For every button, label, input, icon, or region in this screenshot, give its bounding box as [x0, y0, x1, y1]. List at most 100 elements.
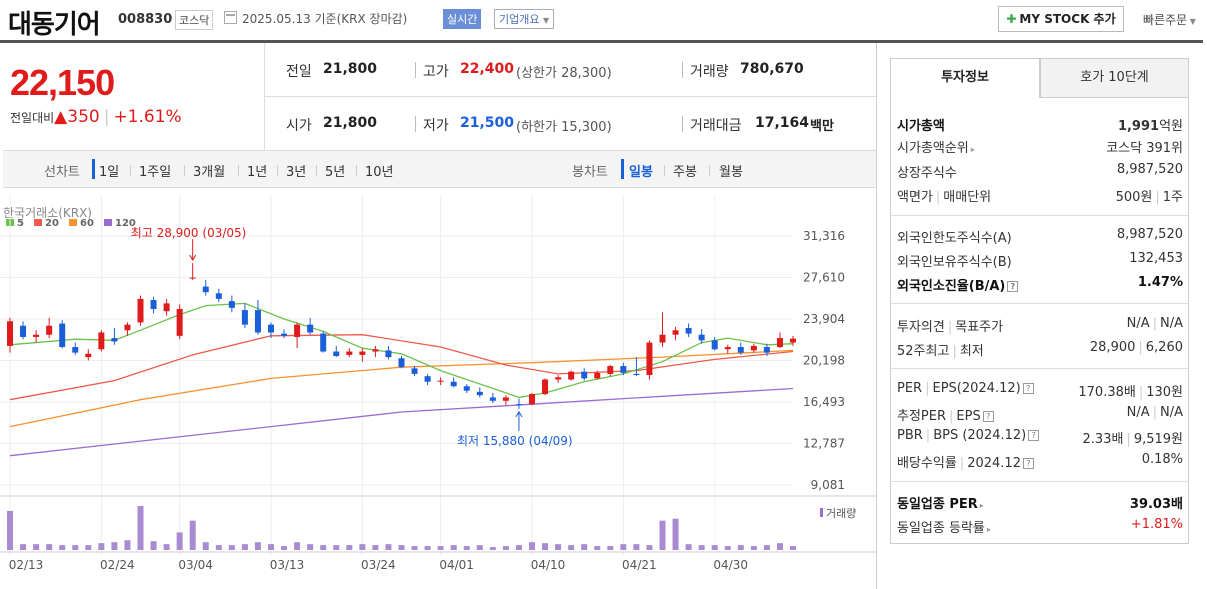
opinion-label: 투자의견 [897, 320, 945, 335]
legend-label: 60 [80, 218, 94, 229]
candle-body [150, 300, 157, 309]
candle-body [124, 324, 131, 331]
rank-value: 코스닥 391위 [1106, 141, 1183, 156]
volume-bar [750, 546, 757, 550]
help-icon[interactable]: ? [982, 411, 994, 422]
x-tick-label: 02/13 [9, 558, 44, 572]
high-value: 22,400 [460, 61, 515, 77]
period-1w[interactable]: 1주일 [139, 165, 172, 180]
period-1y[interactable]: 1년 [247, 165, 268, 180]
est-per-row: 추정PER | EPS? N/A | N/A [897, 405, 1183, 424]
help-icon[interactable]: ? [1028, 430, 1040, 441]
est-per-value: N/A [1126, 405, 1150, 420]
divider [184, 165, 185, 176]
caret-right-icon: ▸ [970, 145, 975, 154]
eps-value: 130원 [1146, 385, 1183, 400]
candle-body [776, 338, 783, 348]
volume-bar [424, 546, 431, 550]
upper-limit: (상한가 28,300) [516, 66, 612, 81]
tab-order-book[interactable]: 호가 10단계 [1040, 58, 1189, 98]
period-daily[interactable]: 일봉 [629, 165, 653, 180]
candle-body [607, 366, 614, 374]
candle-body [372, 349, 379, 352]
candle-body [163, 303, 170, 312]
candle-body [763, 347, 770, 353]
y-tick-label: 31,316 [803, 229, 845, 243]
low-value: 21,500 [460, 115, 515, 131]
volume-bar [163, 544, 170, 550]
candle-body [542, 379, 549, 395]
opinion-row: 투자의견 | 목표주가 N/A | N/A [897, 316, 1183, 335]
x-tick-label: 04/21 [622, 558, 657, 572]
rank-label: 시가총액순위 [897, 141, 969, 156]
market-cap-rank-row[interactable]: 시가총액순위 ▸ 코스닥 391위 [897, 137, 1183, 157]
candle-body [502, 397, 509, 401]
x-tick-label: 03/13 [270, 558, 305, 572]
dividend-value: 0.18% [1141, 452, 1183, 467]
legend-label: 20 [45, 218, 59, 229]
stock-chart[interactable]: 한국거래소(KRX) 5 20 60 120 최고 28,900 (03/05) 최저 … [0, 195, 876, 589]
prev-close-value: 21,800 [323, 61, 378, 77]
foreign-limit-value: 8,987,520 [1116, 227, 1183, 242]
candle-body [620, 366, 627, 373]
amount-label: 거래대금 [690, 118, 742, 134]
header-divider [0, 40, 1203, 43]
pbr-value: 2.33배 [1082, 432, 1124, 447]
candle-body [672, 330, 679, 335]
industry-per-row[interactable]: 동일업종 PER ▸ 39.03배 [897, 493, 1183, 513]
industry-change-row[interactable]: 동일업종 등락률 ▸ +1.81% [897, 517, 1183, 537]
my-stock-add-button[interactable]: ✚ MY STOCK 추가 [998, 6, 1124, 32]
candle-body [59, 323, 66, 348]
change-label: 전일대비 [10, 111, 55, 125]
calendar-icon [224, 11, 237, 24]
period-1d[interactable]: 1일 [99, 165, 120, 180]
help-icon[interactable]: ? [1022, 383, 1034, 394]
period-3m[interactable]: 3개월 [193, 165, 226, 180]
annotations: 최고 28,900 (03/05) 최저 15,880 (04/09) [131, 226, 573, 448]
amount-unit: 백만 [810, 119, 834, 134]
candle-body [685, 328, 692, 334]
tab-invest-info[interactable]: 투자정보 [890, 58, 1040, 98]
w52-low-value: 6,260 [1145, 340, 1183, 355]
candle-chart-label: 봉차트 [572, 165, 608, 180]
active-marker [92, 159, 95, 179]
candle-body [437, 380, 444, 382]
industry-change-label: 동일업종 등락률 [897, 521, 985, 536]
period-10y[interactable]: 10년 [365, 165, 394, 180]
plus-icon: ✚ [1006, 12, 1017, 26]
volume-bar [228, 545, 235, 550]
candle-body [202, 286, 209, 293]
legend-swatch [34, 219, 42, 226]
candle-body [320, 333, 327, 352]
volume-legend-label: 거래량 [826, 507, 856, 520]
volume-bar [437, 546, 444, 550]
candle-body [790, 338, 796, 343]
company-info-dropdown[interactable]: 기업개요 ▼ [494, 9, 555, 29]
candle-body [581, 371, 588, 379]
low-label: 저가 [423, 118, 449, 134]
candle-body [515, 404, 522, 406]
foreign-ratio-row: 외국인소진율(B/A)? 1.47% [897, 275, 1183, 295]
candle-body [254, 310, 261, 333]
period-weekly[interactable]: 주봉 [673, 165, 697, 180]
period-5y[interactable]: 5년 [325, 165, 346, 180]
candle-body [333, 351, 340, 357]
help-icon[interactable]: ? [1022, 458, 1034, 469]
help-icon[interactable]: ? [1007, 281, 1019, 292]
period-3y[interactable]: 3년 [286, 165, 307, 180]
change-value: 350 [67, 107, 100, 127]
line-chart-label: 선차트 [44, 165, 80, 180]
candle-body [281, 333, 288, 336]
volume-bar [502, 546, 509, 550]
foreign-limit-row: 외국인한도주식수(A) 8,987,520 [897, 227, 1183, 247]
volume-value: 780,670 [740, 61, 804, 77]
chart-axes: 31,316 27,610 23,904 20,198 16,493 12,787 9,08… [9, 229, 845, 572]
volume-bar [346, 545, 353, 550]
realtime-button[interactable]: 실시간 [443, 9, 482, 29]
dividend-label: 배당수익률 [897, 456, 957, 471]
annotation-label: 최저 15,880 (04/09) [457, 434, 573, 448]
period-monthly[interactable]: 월봉 [719, 165, 743, 180]
quick-order-link[interactable]: 빠른주문 ▼ [1143, 11, 1196, 28]
per-label: PER [897, 381, 923, 396]
volume-bar [176, 532, 183, 550]
